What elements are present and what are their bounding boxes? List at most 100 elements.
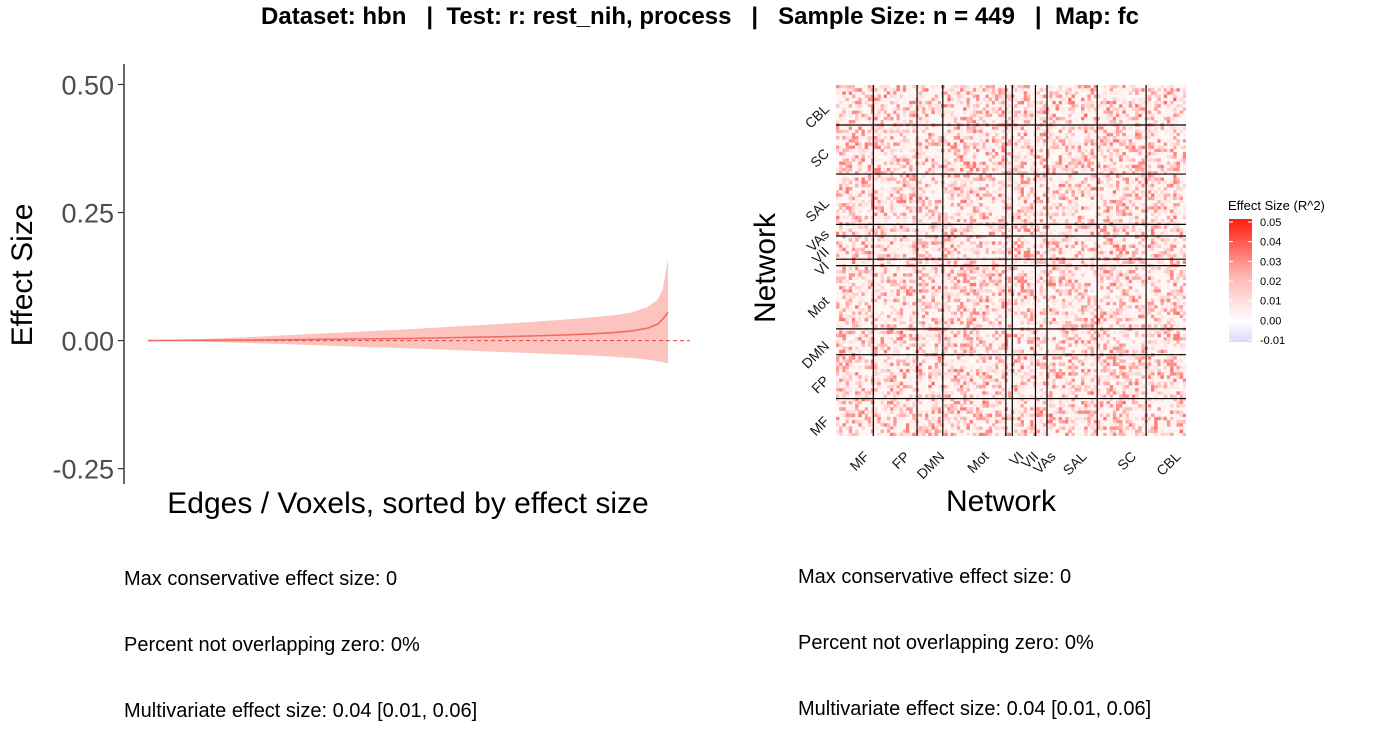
heatmap-cell (849, 426, 852, 429)
heatmap-cell (941, 149, 944, 152)
heatmap-cell (881, 264, 884, 267)
heatmap-cell (944, 225, 947, 228)
heatmap-cell (868, 289, 871, 292)
heatmap-cell (1030, 359, 1033, 362)
heatmap-cell (995, 95, 998, 98)
heatmap-cell (896, 391, 899, 394)
heatmap-cell (858, 190, 861, 193)
heatmap-cell (1049, 130, 1052, 133)
heatmap-cell (846, 120, 849, 123)
heatmap-cell (849, 289, 852, 292)
heatmap-cell (944, 98, 947, 101)
heatmap-cell (1071, 312, 1074, 315)
heatmap-cell (919, 369, 922, 372)
heatmap-cell (928, 232, 931, 235)
heatmap-cell (995, 248, 998, 251)
heatmap-cell (1071, 382, 1074, 385)
heatmap-cell (1001, 136, 1004, 139)
heatmap-cell (1011, 410, 1014, 413)
heatmap-cell (858, 363, 861, 366)
heatmap-cell (1001, 264, 1004, 267)
heatmap-cell (839, 350, 842, 353)
heatmap-cell (1011, 423, 1014, 426)
heatmap-cell (1014, 261, 1017, 264)
heatmap-cell (912, 334, 915, 337)
heatmap-cell (916, 420, 919, 423)
heatmap-cell (1021, 165, 1024, 168)
heatmap-cell (986, 420, 989, 423)
heatmap-cell (1046, 366, 1049, 369)
heatmap-cell (960, 190, 963, 193)
heatmap-cell (1030, 318, 1033, 321)
heatmap-cell (1001, 155, 1004, 158)
heatmap-cell (928, 334, 931, 337)
heatmap-cell (839, 315, 842, 318)
heatmap-cell (852, 126, 855, 129)
heatmap-cell (1040, 359, 1043, 362)
heatmap-cell (839, 312, 842, 315)
heatmap-cell (909, 426, 912, 429)
heatmap-cell (884, 289, 887, 292)
heatmap-cell (963, 359, 966, 362)
heatmap-cell (1024, 251, 1027, 254)
heatmap-cell (989, 343, 992, 346)
heatmap-cell (947, 337, 950, 340)
heatmap-cell (887, 197, 890, 200)
heatmap-cell (909, 264, 912, 267)
heatmap-cell (1071, 299, 1074, 302)
heatmap-cell (976, 165, 979, 168)
heatmap-cell (1030, 280, 1033, 283)
heatmap-cell (954, 120, 957, 123)
heatmap-cell (1033, 433, 1036, 436)
heatmap-cell (896, 382, 899, 385)
heatmap-cell (1014, 321, 1017, 324)
heatmap-cell (1065, 267, 1068, 270)
heatmap-cell (868, 85, 871, 88)
heatmap-cell (849, 91, 852, 94)
heatmap-cell (986, 315, 989, 318)
heatmap-cell (884, 270, 887, 273)
heatmap-cell (846, 85, 849, 88)
heatmap-cell (865, 232, 868, 235)
heatmap-cell (986, 398, 989, 401)
heatmap-cell (954, 235, 957, 238)
heatmap-cell (1033, 363, 1036, 366)
heatmap-cell (865, 391, 868, 394)
heatmap-cell (931, 324, 934, 327)
heatmap-cell (861, 107, 864, 110)
heatmap-cell (877, 165, 880, 168)
heatmap-cell (970, 229, 973, 232)
heatmap-cell (858, 165, 861, 168)
heatmap-cell (1046, 401, 1049, 404)
heatmap-cell (906, 321, 909, 324)
heatmap-cell (970, 366, 973, 369)
heatmap-cell (868, 388, 871, 391)
heatmap-cell (1068, 334, 1071, 337)
heatmap-cell (992, 292, 995, 295)
heatmap-cell (916, 430, 919, 433)
heatmap-cell (884, 203, 887, 206)
heatmap-cell (1040, 407, 1043, 410)
heatmap-cell (887, 98, 890, 101)
heatmap-cell (887, 85, 890, 88)
heatmap-cell (998, 420, 1001, 423)
heatmap-cell (842, 85, 845, 88)
heatmap-cell (836, 343, 839, 346)
heatmap-cell (890, 136, 893, 139)
heatmap-cell (954, 369, 957, 372)
heatmap-cell (1059, 88, 1062, 91)
heatmap-cell (839, 117, 842, 120)
heatmap-cell (909, 276, 912, 279)
heatmap-cell (858, 152, 861, 155)
heatmap-cell (928, 433, 931, 436)
heatmap-cell (919, 414, 922, 417)
heatmap-cell (951, 343, 954, 346)
heatmap-cell (1011, 308, 1014, 311)
heatmap-cell (941, 353, 944, 356)
heatmap-cell (922, 337, 925, 340)
heatmap-cell (893, 407, 896, 410)
heatmap-cell (931, 417, 934, 420)
heatmap-cell (912, 359, 915, 362)
heatmap-cell (992, 261, 995, 264)
heatmap-cell (954, 276, 957, 279)
